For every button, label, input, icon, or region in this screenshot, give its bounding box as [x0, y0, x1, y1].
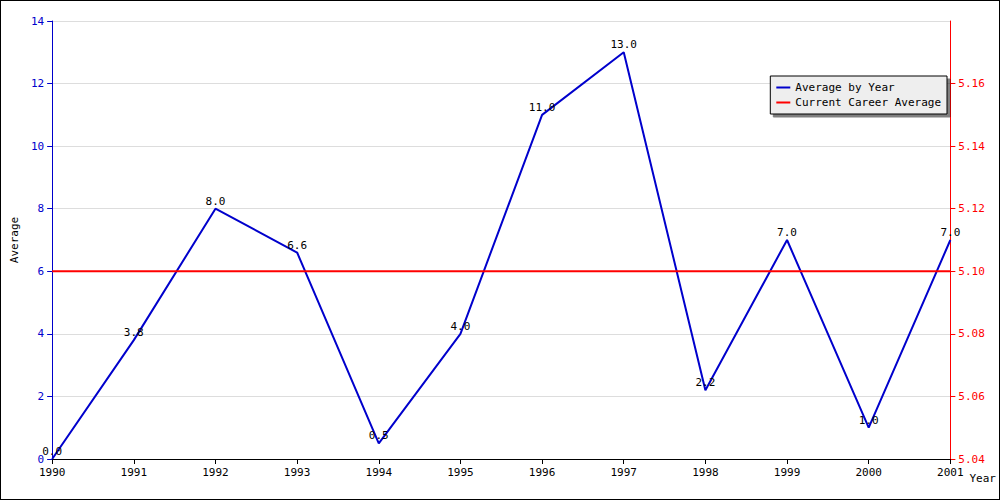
svg-text:Average by Year: Average by Year — [795, 81, 895, 94]
svg-text:2000: 2000 — [855, 466, 882, 479]
svg-text:1991: 1991 — [121, 466, 148, 479]
svg-text:2.2: 2.2 — [695, 376, 715, 389]
svg-text:0.0: 0.0 — [42, 445, 62, 458]
svg-text:Year: Year — [970, 472, 997, 485]
svg-text:1997: 1997 — [610, 466, 637, 479]
svg-text:7.0: 7.0 — [940, 226, 960, 239]
svg-text:5.10: 5.10 — [958, 265, 985, 278]
svg-text:5.12: 5.12 — [958, 202, 985, 215]
svg-text:8.0: 8.0 — [206, 195, 226, 208]
svg-text:5.06: 5.06 — [958, 390, 985, 403]
svg-text:Average: Average — [8, 217, 21, 263]
svg-text:10: 10 — [31, 140, 44, 153]
svg-text:1992: 1992 — [202, 466, 229, 479]
svg-text:12: 12 — [31, 77, 44, 90]
svg-text:6.6: 6.6 — [287, 239, 307, 252]
svg-text:1999: 1999 — [774, 466, 801, 479]
svg-text:0.5: 0.5 — [369, 429, 389, 442]
svg-text:1993: 1993 — [284, 466, 311, 479]
svg-text:3.8: 3.8 — [124, 326, 144, 339]
svg-text:4.0: 4.0 — [450, 320, 470, 333]
svg-text:5.14: 5.14 — [958, 140, 985, 153]
svg-text:2: 2 — [38, 390, 45, 403]
svg-text:1994: 1994 — [366, 466, 393, 479]
svg-text:Current Career Average: Current Career Average — [795, 96, 941, 109]
svg-text:5.08: 5.08 — [958, 327, 985, 340]
svg-text:2001: 2001 — [937, 466, 964, 479]
svg-text:1.0: 1.0 — [859, 414, 879, 427]
svg-text:1995: 1995 — [447, 466, 474, 479]
svg-text:6: 6 — [38, 265, 45, 278]
svg-text:8: 8 — [38, 202, 45, 215]
svg-text:5.04: 5.04 — [958, 453, 985, 466]
svg-text:1990: 1990 — [39, 466, 65, 479]
svg-text:7.0: 7.0 — [777, 226, 797, 239]
svg-text:13.0: 13.0 — [610, 38, 637, 51]
svg-text:4: 4 — [38, 327, 45, 340]
svg-text:11.0: 11.0 — [529, 101, 556, 114]
svg-text:1998: 1998 — [692, 466, 719, 479]
svg-text:5.16: 5.16 — [958, 77, 985, 90]
svg-text:1996: 1996 — [529, 466, 556, 479]
svg-text:14: 14 — [31, 15, 45, 28]
svg-text:0: 0 — [37, 452, 45, 466]
